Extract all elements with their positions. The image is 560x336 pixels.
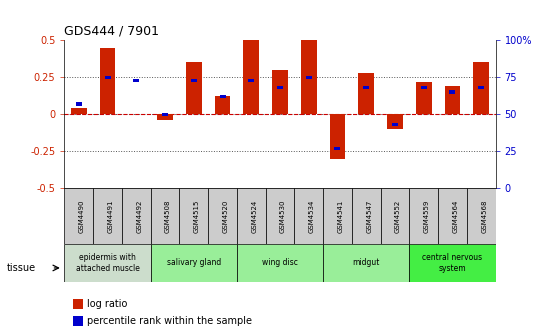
Text: salivary gland: salivary gland bbox=[167, 258, 221, 267]
Bar bbox=[208, 188, 237, 244]
Bar bbox=[445, 86, 460, 114]
Bar bbox=[191, 79, 197, 82]
Bar bbox=[409, 244, 496, 282]
Bar bbox=[64, 244, 151, 282]
Text: midgut: midgut bbox=[353, 258, 380, 267]
Bar bbox=[334, 146, 340, 150]
Bar bbox=[157, 114, 173, 120]
Bar bbox=[323, 188, 352, 244]
Bar bbox=[295, 188, 323, 244]
Bar bbox=[151, 188, 179, 244]
Text: GSM4559: GSM4559 bbox=[424, 199, 430, 233]
Bar bbox=[71, 108, 87, 114]
Bar bbox=[265, 188, 295, 244]
Bar bbox=[244, 40, 259, 114]
Bar bbox=[277, 86, 283, 89]
Text: GDS444 / 7901: GDS444 / 7901 bbox=[64, 25, 160, 38]
Bar bbox=[352, 188, 381, 244]
Bar bbox=[162, 113, 168, 116]
Bar bbox=[306, 76, 312, 79]
Text: tissue: tissue bbox=[7, 263, 36, 273]
Text: GSM4492: GSM4492 bbox=[136, 199, 142, 233]
Bar bbox=[473, 62, 489, 114]
Bar bbox=[105, 76, 110, 79]
Bar bbox=[358, 73, 374, 114]
Bar bbox=[237, 188, 265, 244]
Bar bbox=[450, 90, 455, 94]
Text: GSM4568: GSM4568 bbox=[481, 199, 487, 233]
Text: GSM4520: GSM4520 bbox=[222, 199, 228, 233]
Bar bbox=[64, 188, 93, 244]
Bar bbox=[381, 188, 409, 244]
Bar bbox=[387, 114, 403, 129]
Bar bbox=[330, 114, 346, 159]
Bar bbox=[363, 86, 369, 89]
Text: central nervous
system: central nervous system bbox=[422, 253, 483, 272]
Bar bbox=[421, 86, 427, 89]
Bar bbox=[272, 70, 288, 114]
Bar bbox=[93, 188, 122, 244]
Bar bbox=[151, 244, 237, 282]
Text: GSM4547: GSM4547 bbox=[366, 199, 372, 233]
Text: epidermis with
attached muscle: epidermis with attached muscle bbox=[76, 253, 139, 272]
Bar bbox=[467, 188, 496, 244]
Bar bbox=[438, 188, 467, 244]
Text: GSM4541: GSM4541 bbox=[338, 199, 343, 233]
Text: GSM4491: GSM4491 bbox=[108, 199, 114, 233]
Text: percentile rank within the sample: percentile rank within the sample bbox=[87, 316, 253, 326]
Text: GSM4530: GSM4530 bbox=[280, 199, 286, 233]
Text: wing disc: wing disc bbox=[262, 258, 298, 267]
Bar bbox=[478, 86, 484, 89]
Text: GSM4534: GSM4534 bbox=[309, 199, 315, 233]
Text: GSM4508: GSM4508 bbox=[165, 199, 171, 233]
Text: GSM4515: GSM4515 bbox=[194, 199, 200, 233]
Bar bbox=[76, 102, 82, 106]
Bar bbox=[416, 82, 432, 114]
Bar bbox=[392, 123, 398, 126]
Text: GSM4552: GSM4552 bbox=[395, 199, 401, 233]
Bar bbox=[409, 188, 438, 244]
Bar bbox=[214, 96, 230, 114]
Text: GSM4564: GSM4564 bbox=[452, 199, 459, 233]
Bar bbox=[100, 48, 115, 114]
Bar bbox=[323, 244, 409, 282]
Bar bbox=[220, 95, 226, 98]
Bar bbox=[248, 79, 254, 82]
Bar bbox=[186, 62, 202, 114]
Bar bbox=[301, 40, 316, 114]
Text: log ratio: log ratio bbox=[87, 299, 128, 309]
Bar bbox=[122, 188, 151, 244]
Bar bbox=[133, 79, 139, 82]
Text: GSM4490: GSM4490 bbox=[79, 199, 85, 233]
Text: GSM4524: GSM4524 bbox=[251, 199, 257, 233]
Bar bbox=[179, 188, 208, 244]
Bar bbox=[237, 244, 323, 282]
